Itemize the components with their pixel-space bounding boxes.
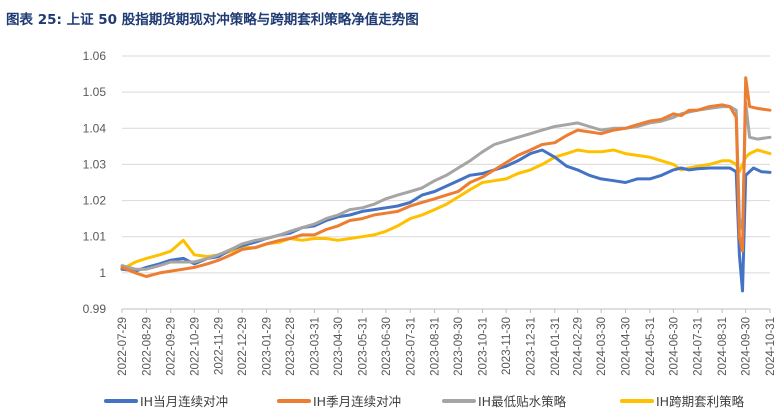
y-axis: 0.99 1 1.01 1.02 1.03 1.04 1.05 1.06	[83, 49, 107, 316]
x-tick-label: 2024-06-30	[668, 317, 680, 376]
x-tick-label: 2022-07-29	[117, 317, 129, 376]
x-tick-label: 2023-11-30	[501, 317, 513, 375]
x-tick-label: 2023-01-29	[262, 317, 274, 376]
y-tick-label: 1.03	[83, 157, 107, 171]
x-tick-label: 2022-10-29	[189, 317, 201, 376]
x-tick-label: 2023-09-30	[453, 317, 465, 376]
y-tick-label: 1.01	[83, 230, 107, 244]
x-tick-label: 2024-07-31	[693, 317, 705, 376]
x-tick-label: 2024-05-31	[645, 317, 657, 376]
series-line-1	[120, 76, 772, 278]
legend-label: IH季月连续对冲	[313, 394, 401, 409]
x-tick-label: 2023-07-31	[405, 317, 417, 376]
x-tick-label: 2022-12-29	[237, 317, 249, 376]
figure-title: 图表 25: 上证 50 股指期货期现对冲策略与跨期套利策略净值走势图	[6, 12, 419, 28]
x-tick-label: 2024-01-31	[550, 317, 562, 376]
y-tick-label: 1.04	[83, 121, 107, 135]
x-tick-label: 2023-12-31	[525, 317, 537, 376]
legend-label: IH跨期套利策略	[656, 394, 745, 409]
x-tick-label: 2023-08-31	[430, 317, 442, 376]
y-tick-label: 1.06	[83, 49, 107, 63]
series-lines	[120, 76, 772, 293]
grid-lines	[122, 55, 770, 310]
x-tick-label: 2023-05-31	[357, 317, 369, 376]
x-tick-label: 2024-09-30	[741, 317, 753, 376]
x-tick-label: 2023-10-31	[478, 317, 490, 376]
y-tick-label: 1	[99, 266, 106, 280]
x-tick-label: 2022-08-29	[141, 317, 153, 376]
x-tick-label: 2024-10-31	[765, 317, 777, 376]
x-tick-label: 2024-04-30	[620, 317, 632, 376]
y-tick-label: 0.99	[83, 302, 107, 316]
x-tick-label: 2022-09-29	[166, 317, 178, 376]
y-tick-label: 1.05	[83, 85, 107, 99]
x-tick-label: 2024-02-29	[573, 317, 585, 376]
x-tick-label: 2024-03-30	[596, 317, 608, 376]
x-tick-label: 2023-04-30	[333, 317, 345, 376]
legend-label: IH当月连续对冲	[140, 394, 228, 409]
series-line-3	[120, 148, 772, 271]
x-axis: 2022-07-29 2022-08-29 2022-09-29 2022-10-29…	[117, 309, 777, 376]
series-line-0	[120, 148, 772, 293]
legend-label: IH最低贴水策略	[478, 394, 567, 409]
legend: IH当月连续对冲 IH季月连续对冲 IH最低贴水策略 IH跨期套利策略	[104, 394, 745, 409]
x-tick-label: 2024-08-31	[717, 317, 729, 376]
y-tick-label: 1.02	[83, 194, 107, 208]
x-tick-label: 2023-03-31	[309, 317, 321, 376]
x-tick-label: 2023-06-30	[381, 317, 393, 376]
x-tick-label: 2022-11-29	[214, 317, 226, 375]
x-tick-label: 2023-02-28	[285, 317, 297, 376]
